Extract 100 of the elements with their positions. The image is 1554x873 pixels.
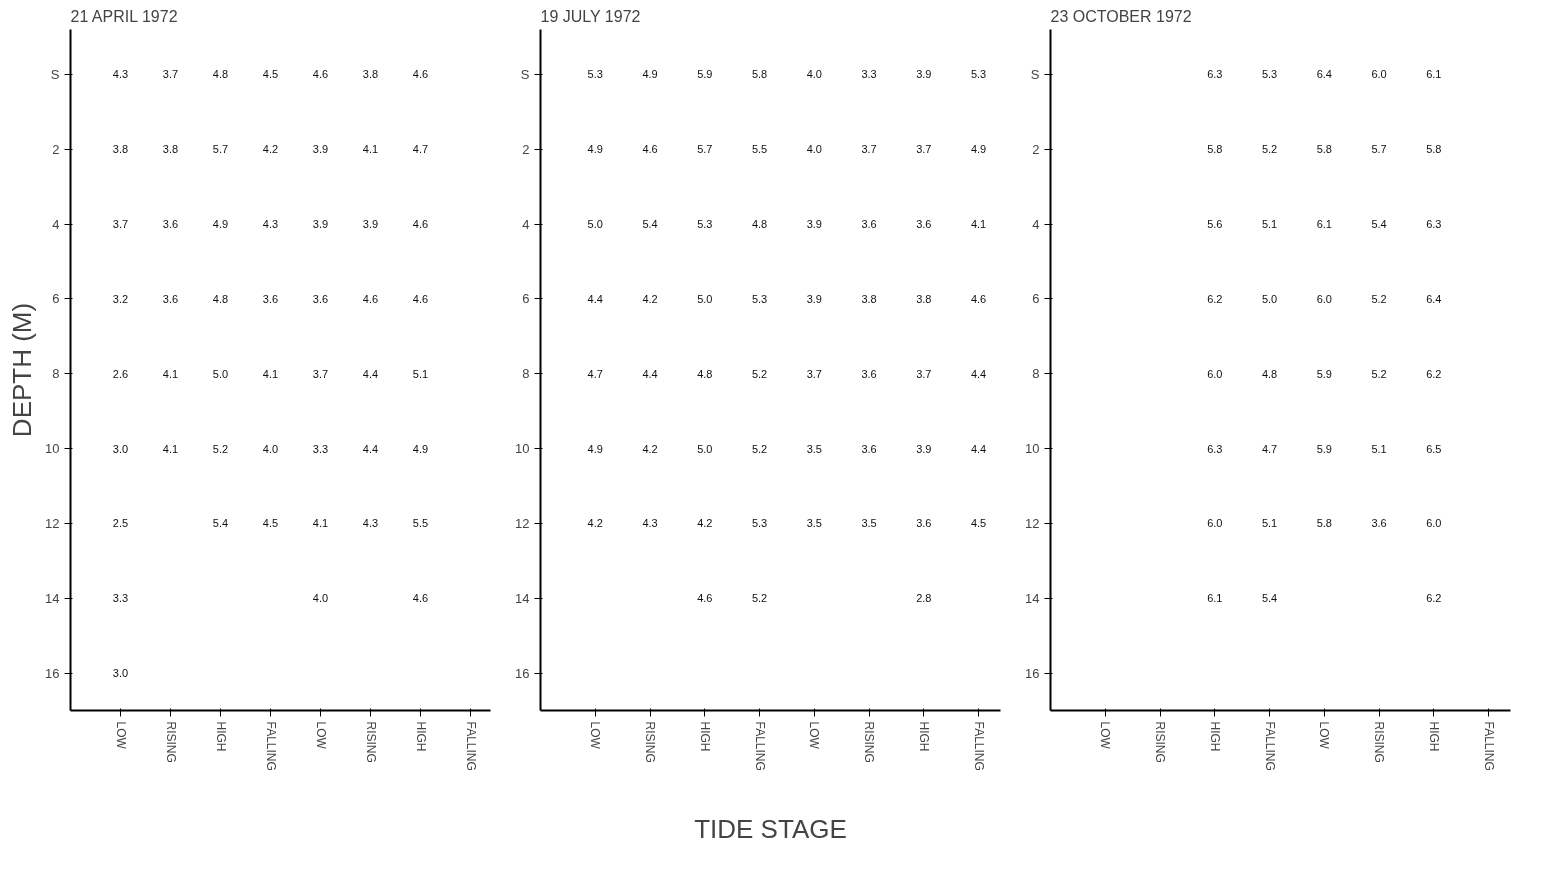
data-label: 4.7 <box>587 367 603 380</box>
y-tick-label: 10 <box>515 441 530 457</box>
data-label: 4.5 <box>262 68 279 81</box>
x-tick-label: LOW <box>1098 721 1113 750</box>
y-tick-label: 4 <box>52 216 60 232</box>
y-tick-label: 16 <box>1025 665 1040 681</box>
data-label: 6.2 <box>1426 367 1442 380</box>
x-tick-label: RISING <box>643 721 658 763</box>
data-label: 6.1 <box>1426 68 1442 81</box>
x-tick-label: LOW <box>1317 721 1332 750</box>
y-tick-label: S <box>1030 66 1040 82</box>
data-label: 3.7 <box>861 143 877 156</box>
x-tick-label: FALLING <box>1262 721 1277 771</box>
data-label: 4.9 <box>642 68 658 81</box>
y-tick-label: S <box>520 66 530 82</box>
y-tick-label: 2 <box>522 141 530 157</box>
data-label: 6.3 <box>1207 442 1223 455</box>
data-label: 5.4 <box>212 517 229 530</box>
data-label: 6.1 <box>1316 218 1332 231</box>
data-label: 4.6 <box>412 292 429 305</box>
y-tick-label: 14 <box>1025 590 1040 606</box>
data-label: 3.7 <box>112 218 129 231</box>
data-label: 3.9 <box>312 143 329 156</box>
data-label: 5.7 <box>1371 143 1387 156</box>
data-label: 6.0 <box>1207 367 1223 380</box>
x-tick-label: FALLING <box>463 721 478 771</box>
y-tick-label: 4 <box>1032 216 1040 232</box>
data-label: 2.5 <box>112 517 129 530</box>
data-label: 3.6 <box>916 517 932 530</box>
data-label: 5.3 <box>587 68 603 81</box>
data-label: 4.8 <box>1261 367 1278 380</box>
data-label: 6.0 <box>1207 517 1223 530</box>
data-label: 3.9 <box>806 292 822 305</box>
data-label: 3.6 <box>916 218 932 231</box>
chart-title: 19 JULY 1972 <box>540 7 641 25</box>
x-tick-label: LOW <box>588 721 603 750</box>
data-label: 3.6 <box>162 218 179 231</box>
data-label: 3.0 <box>112 442 129 455</box>
data-label: 4.6 <box>697 592 713 605</box>
data-label: 4.3 <box>262 218 279 231</box>
x-tick-label: FALLING <box>971 721 986 771</box>
y-tick-label: 16 <box>515 665 530 681</box>
data-label: 4.2 <box>642 292 658 305</box>
x-tick-label: RISING <box>1153 721 1168 763</box>
data-label: 2.8 <box>916 592 932 605</box>
data-label: 3.6 <box>861 442 877 455</box>
x-tick-label: FALLING <box>1481 721 1496 771</box>
data-label: 3.8 <box>362 68 379 81</box>
data-label: 3.0 <box>112 667 129 680</box>
data-label: 6.5 <box>1426 442 1442 455</box>
data-label: 3.3 <box>312 442 329 455</box>
data-label: 5.0 <box>212 367 229 380</box>
data-label: 4.4 <box>362 442 379 455</box>
y-tick-label: 8 <box>52 366 60 382</box>
data-label: 4.0 <box>806 143 822 156</box>
data-label: 3.8 <box>162 143 179 156</box>
data-label: 5.5 <box>412 517 429 530</box>
data-label: 3.9 <box>806 218 822 231</box>
data-label: 5.3 <box>1261 68 1278 81</box>
data-label: 5.0 <box>587 218 603 231</box>
data-label: 4.0 <box>806 68 822 81</box>
data-label: 4.6 <box>970 292 987 305</box>
data-label: 5.2 <box>212 442 229 455</box>
data-label: 3.3 <box>861 68 877 81</box>
x-tick-label: FALLING <box>263 721 278 771</box>
data-label: 6.2 <box>1207 292 1223 305</box>
data-label: 5.6 <box>1207 218 1223 231</box>
data-label: 5.1 <box>1261 218 1278 231</box>
data-label: 5.0 <box>1261 292 1278 305</box>
data-label: 4.9 <box>970 143 987 156</box>
data-label: 3.6 <box>861 218 877 231</box>
y-tick-label: 4 <box>522 216 530 232</box>
data-label: 4.9 <box>587 143 603 156</box>
data-label: 3.9 <box>312 218 329 231</box>
y-tick-label: 14 <box>45 590 60 606</box>
x-tick-label: LOW <box>313 721 328 750</box>
data-label: 5.0 <box>697 292 713 305</box>
data-label: 5.3 <box>970 68 987 81</box>
y-tick-label: 2 <box>52 141 60 157</box>
data-label: 6.2 <box>1426 592 1442 605</box>
y-axis-title: DEPTH (M) <box>7 302 38 438</box>
data-label: 4.1 <box>162 442 179 455</box>
data-label: 4.6 <box>412 592 429 605</box>
data-label: 4.7 <box>412 143 429 156</box>
data-label: 5.1 <box>1261 517 1278 530</box>
x-axis-title: TIDE STAGE <box>694 813 847 844</box>
data-label: 5.2 <box>751 442 768 455</box>
x-tick-label: FALLING <box>752 721 767 771</box>
data-label: 4.6 <box>412 218 429 231</box>
y-tick-label: 10 <box>45 441 60 457</box>
x-tick-label: HIGH <box>1426 721 1441 752</box>
x-tick-label: HIGH <box>916 721 931 752</box>
data-label: 4.9 <box>587 442 603 455</box>
data-label: 5.8 <box>1426 143 1442 156</box>
data-label: 5.2 <box>1371 292 1387 305</box>
data-label: 4.1 <box>312 517 329 530</box>
data-label: 3.9 <box>362 218 379 231</box>
data-label: 4.1 <box>970 218 987 231</box>
data-label: 6.4 <box>1316 68 1332 81</box>
data-label: 3.9 <box>916 68 932 81</box>
